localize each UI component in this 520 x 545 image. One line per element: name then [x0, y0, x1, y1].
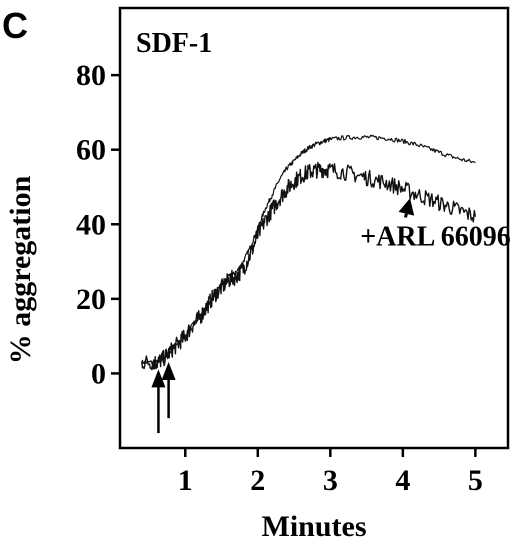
y-tick-label: 20 — [76, 283, 106, 316]
y-tick-label: 60 — [76, 134, 106, 167]
annotation-arrow-1 — [404, 213, 408, 218]
chart-title: SDF-1 — [136, 28, 212, 59]
y-axis-label: % aggregation — [4, 175, 37, 364]
y-tick-label: 0 — [91, 357, 106, 390]
agonist-arrowhead-1 — [151, 369, 166, 388]
x-axis: 1 2 3 4 5 — [178, 448, 483, 497]
x-tick-label: 3 — [323, 464, 338, 497]
x-tick-label: 2 — [250, 464, 265, 497]
x-tick-label: 4 — [395, 464, 410, 497]
y-tick-label: 80 — [76, 59, 106, 92]
plot-frame — [118, 6, 510, 450]
panel-label: C — [2, 5, 28, 46]
annotation-layer: +ARL 66096 — [360, 198, 511, 252]
series-line-2 — [141, 161, 477, 371]
agonist-arrowhead-2 — [161, 361, 176, 380]
x-axis-label: Minutes — [262, 510, 367, 543]
series-layer — [141, 134, 477, 371]
x-tick-label: 1 — [178, 464, 193, 497]
y-axis: 0 20 40 60 80 — [76, 59, 120, 390]
x-tick-label: 5 — [468, 464, 483, 497]
y-tick-label: 40 — [76, 208, 106, 241]
annotation-arrowhead-1 — [398, 198, 415, 216]
annotation-label: +ARL 66096 — [360, 221, 511, 252]
arrow-layer — [151, 361, 176, 434]
